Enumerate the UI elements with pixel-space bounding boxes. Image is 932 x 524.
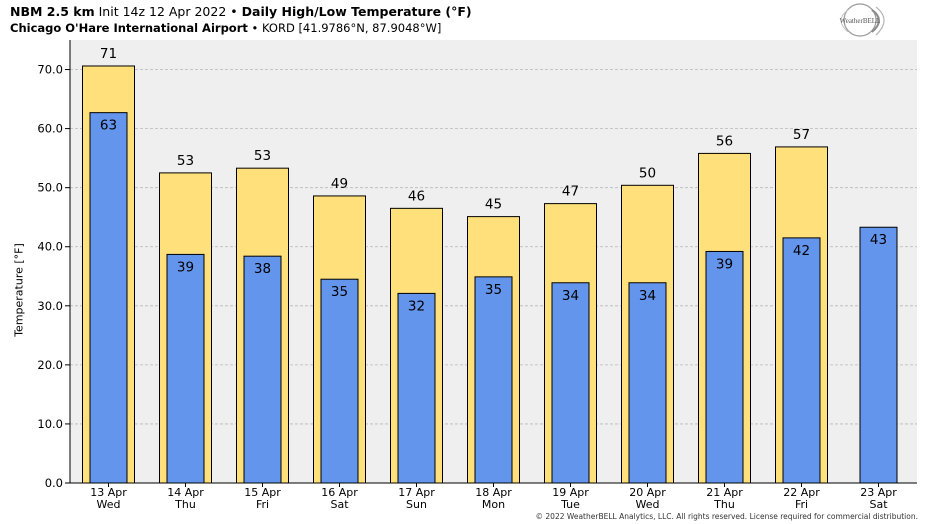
x-tick-label-date: 22 Apr	[783, 486, 820, 499]
x-tick-label-date: 17 Apr	[398, 486, 435, 499]
high-temp-label: 47	[562, 184, 579, 200]
low-temp-label: 39	[716, 256, 733, 272]
separator: •	[251, 21, 259, 35]
station-code: KORD [41.9786°N, 87.9048°W]	[261, 21, 442, 35]
x-tick-label-day: Mon	[482, 498, 505, 511]
y-tick-label: 60.0	[37, 122, 63, 136]
low-temp-bar	[166, 253, 205, 484]
low-temp-bar	[705, 250, 744, 484]
product-name: Daily High/Low Temperature (°F)	[241, 4, 472, 19]
low-temp-bar	[474, 276, 513, 484]
model-name: NBM 2.5 km	[10, 4, 95, 19]
x-tick-label-day: Tue	[560, 498, 580, 511]
y-tick-label: 70.0	[37, 63, 63, 77]
y-tick-label: 50.0	[37, 181, 63, 195]
low-temp-bar	[782, 237, 821, 484]
x-tick-label-day: Thu	[174, 498, 196, 511]
x-tick-label-date: 20 Apr	[629, 486, 666, 499]
low-temp-bar	[859, 226, 898, 484]
separator: •	[230, 4, 238, 19]
y-tick-label: 20.0	[37, 358, 63, 372]
x-tick-label-day: Fri	[256, 498, 269, 511]
title-line-2: Chicago O'Hare International Airport • K…	[10, 20, 472, 36]
x-tick-label-day: Sat	[869, 498, 888, 511]
x-tick-label-day: Sun	[406, 498, 427, 511]
low-temp-label: 32	[408, 298, 425, 314]
station-name: Chicago O'Hare International Airport	[10, 21, 248, 35]
x-tick-label-day: Wed	[97, 498, 121, 511]
logo-text: WeatherBELL	[840, 17, 881, 25]
high-temp-label: 53	[177, 153, 194, 169]
title-line-1: NBM 2.5 km Init 14z 12 Apr 2022 • Daily …	[10, 4, 472, 20]
x-tick-label-day: Fri	[795, 498, 808, 511]
low-temp-bar	[628, 282, 667, 484]
high-temp-label: 46	[408, 188, 425, 204]
y-tick-label: 0.0	[45, 476, 63, 490]
y-tick-label: 30.0	[37, 299, 63, 313]
low-temp-label: 34	[639, 288, 656, 304]
low-temp-label: 35	[485, 282, 502, 298]
x-tick-label-date: 13 Apr	[90, 486, 127, 499]
low-temp-bar	[397, 292, 436, 484]
x-tick-label-date: 16 Apr	[321, 486, 358, 499]
low-temp-label: 43	[870, 232, 887, 248]
high-temp-label: 49	[331, 176, 348, 192]
high-temp-label: 45	[485, 197, 502, 213]
x-tick-label-date: 15 Apr	[244, 486, 281, 499]
low-temp-bar	[320, 278, 359, 484]
y-tick-label: 10.0	[37, 417, 63, 431]
x-tick-label-day: Wed	[636, 498, 660, 511]
low-temp-label: 42	[793, 243, 810, 259]
weatherbell-logo: WeatherBELL	[832, 2, 888, 38]
x-tick-label-date: 18 Apr	[475, 486, 512, 499]
low-temp-label: 63	[100, 118, 117, 134]
low-temp-label: 39	[177, 259, 194, 275]
y-tick-label: 40.0	[37, 240, 63, 254]
high-temp-label: 56	[716, 133, 733, 149]
high-temp-label: 57	[793, 127, 810, 143]
init-time: Init 14z 12 Apr 2022	[98, 4, 227, 19]
weatherbell-logo-icon: WeatherBELL	[840, 3, 885, 37]
high-temp-label: 50	[639, 165, 656, 181]
x-tick-label-date: 14 Apr	[167, 486, 204, 499]
low-temp-bar	[243, 255, 282, 484]
chart-title: NBM 2.5 km Init 14z 12 Apr 2022 • Daily …	[10, 4, 472, 36]
x-tick-label-date: 23 Apr	[860, 486, 897, 499]
low-temp-label: 35	[331, 284, 348, 300]
copyright-notice: © 2022 WeatherBELL Analytics, LLC. All r…	[535, 512, 918, 521]
x-tick-label-date: 21 Apr	[706, 486, 743, 499]
low-temp-label: 38	[254, 261, 271, 277]
x-tick-label-day: Thu	[713, 498, 735, 511]
high-temp-label: 53	[254, 148, 271, 164]
high-temp-label: 71	[100, 46, 117, 62]
x-tick-label-day: Sat	[330, 498, 349, 511]
x-tick-label-date: 19 Apr	[552, 486, 589, 499]
low-temp-bar	[89, 112, 128, 484]
low-temp-bar	[551, 282, 590, 484]
low-temp-label: 34	[562, 288, 579, 304]
